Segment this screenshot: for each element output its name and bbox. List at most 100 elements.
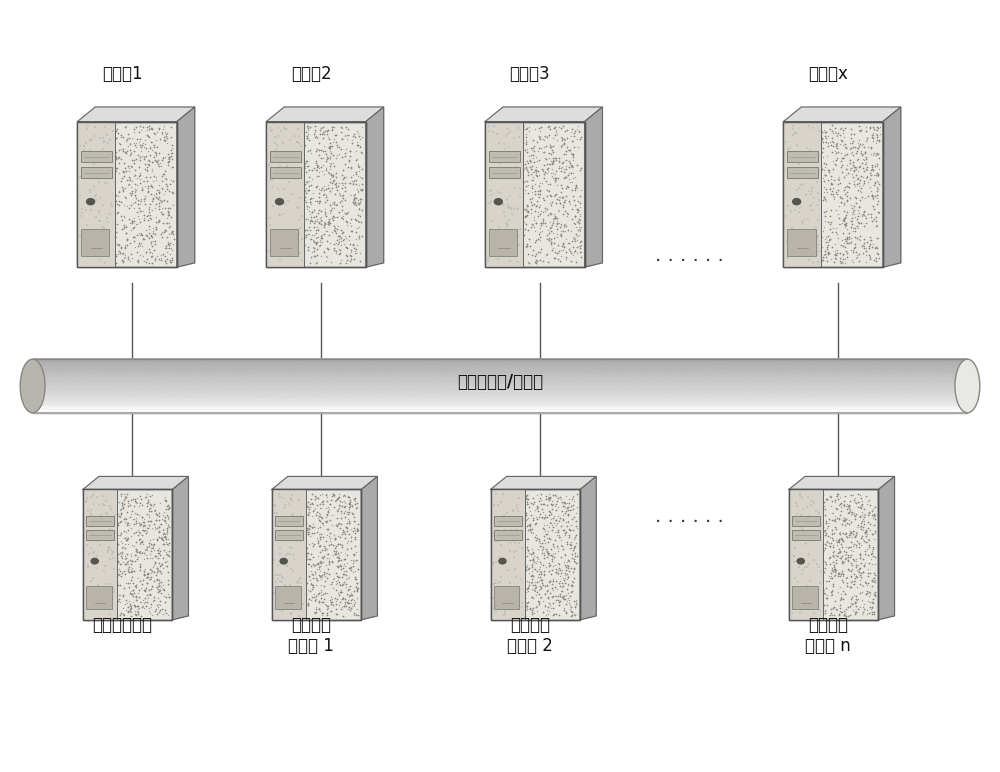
Point xyxy=(149,184,165,196)
Point xyxy=(147,252,163,265)
Point xyxy=(514,368,530,381)
Point xyxy=(563,578,579,591)
Point xyxy=(311,215,327,228)
Point xyxy=(865,149,881,161)
Point xyxy=(500,127,516,140)
Point xyxy=(345,196,361,208)
Point xyxy=(143,571,159,583)
Point xyxy=(108,164,124,177)
Point xyxy=(372,376,388,388)
Point xyxy=(160,156,176,168)
Point xyxy=(814,162,830,174)
Point xyxy=(537,205,553,217)
Point xyxy=(786,550,802,563)
Point xyxy=(838,530,854,543)
Point xyxy=(78,496,94,508)
Point xyxy=(558,250,574,262)
Point xyxy=(823,138,839,151)
Point xyxy=(541,120,557,132)
Point xyxy=(495,488,511,500)
Point xyxy=(354,120,370,133)
Point xyxy=(842,495,858,507)
Point xyxy=(299,202,315,215)
Point xyxy=(861,506,877,518)
Point xyxy=(698,374,714,386)
Point xyxy=(332,189,348,201)
Point xyxy=(548,127,564,139)
Point xyxy=(563,601,579,613)
Point xyxy=(824,524,840,537)
Point xyxy=(119,234,135,246)
Point xyxy=(848,529,864,541)
Point xyxy=(291,137,307,149)
Point xyxy=(531,563,547,575)
Point xyxy=(72,189,88,201)
Point xyxy=(321,167,337,179)
Point xyxy=(113,508,129,520)
Point xyxy=(820,245,836,258)
Point xyxy=(541,185,557,197)
Point xyxy=(691,378,707,390)
Point xyxy=(509,499,525,511)
Point xyxy=(70,376,86,388)
Point xyxy=(835,252,851,265)
Point xyxy=(850,165,866,178)
Point xyxy=(870,206,886,218)
Point xyxy=(526,584,542,597)
Point xyxy=(855,208,871,220)
Point xyxy=(189,400,205,412)
Point xyxy=(555,513,571,525)
Point xyxy=(911,367,927,379)
Point xyxy=(117,181,133,194)
Point xyxy=(674,371,690,383)
Point xyxy=(82,185,98,197)
Point xyxy=(840,499,856,512)
Point xyxy=(321,538,337,550)
Point xyxy=(316,228,332,240)
Point xyxy=(545,140,561,152)
Point xyxy=(856,598,872,610)
Point xyxy=(151,123,167,135)
Point xyxy=(107,222,123,234)
Point xyxy=(152,549,168,561)
Point xyxy=(299,524,315,537)
Point xyxy=(844,563,860,575)
Point xyxy=(328,177,344,189)
Point xyxy=(112,557,128,570)
Point xyxy=(525,547,541,559)
Point xyxy=(793,179,809,191)
Point xyxy=(288,393,304,405)
Point xyxy=(461,378,477,390)
Point xyxy=(340,390,356,402)
Point xyxy=(302,520,318,532)
Point xyxy=(96,135,112,147)
Point xyxy=(832,546,848,558)
Point xyxy=(126,157,142,169)
Point xyxy=(300,185,316,197)
Point xyxy=(157,493,173,506)
Point xyxy=(155,538,171,550)
Point xyxy=(147,520,163,533)
Point xyxy=(331,243,347,256)
Point xyxy=(338,120,354,133)
Point xyxy=(118,526,134,538)
Point xyxy=(304,205,320,218)
Point xyxy=(786,556,802,568)
Point xyxy=(803,499,819,512)
Point xyxy=(843,142,859,154)
Point xyxy=(507,181,523,194)
Point xyxy=(285,549,301,561)
Point xyxy=(556,163,572,175)
Point xyxy=(857,527,873,540)
Point xyxy=(354,178,370,190)
Point xyxy=(821,164,837,177)
Point xyxy=(817,248,833,260)
Point xyxy=(294,232,310,245)
Point xyxy=(858,158,874,171)
Point xyxy=(115,255,131,267)
Point xyxy=(831,171,847,183)
Point xyxy=(318,164,334,177)
Point xyxy=(290,603,306,615)
Point xyxy=(127,169,143,181)
Point xyxy=(125,197,141,209)
